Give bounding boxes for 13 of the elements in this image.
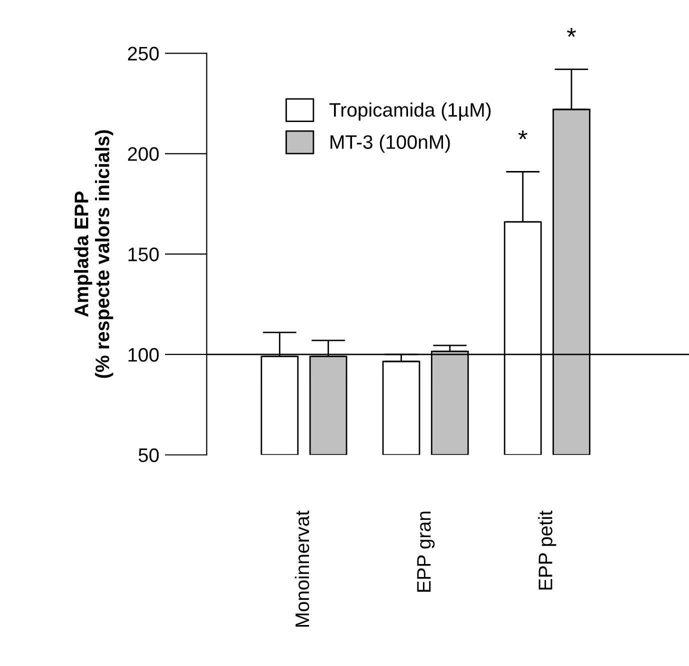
- y-tick-label: 100: [128, 348, 159, 362]
- x-tick-label: EPP gran: [417, 512, 435, 592]
- text: *: [567, 28, 576, 37]
- x-tick-label: Monoinnervat: [294, 510, 310, 627]
- y-tick-label: 200: [128, 147, 159, 161]
- legend-label: MT-3 (100nM): [330, 134, 450, 153]
- annotation: *: [518, 130, 528, 140]
- y-tick-label: 50: [138, 448, 159, 462]
- legend-label: Tropicamida (1µM): [329, 102, 491, 121]
- x-tick-label: EPP petit: [538, 510, 556, 590]
- y-tick-label: 150: [128, 248, 159, 262]
- y-tick-label: 250: [128, 46, 159, 61]
- y-axis-title: Amplada EPP (% respecte valors inicials): [74, 130, 114, 378]
